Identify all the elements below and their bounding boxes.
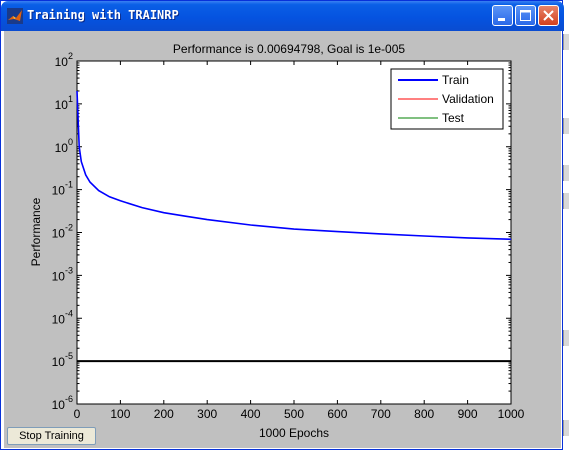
y-tick-exponent: 0 xyxy=(68,137,73,147)
y-tick-base: 10 xyxy=(55,141,69,155)
x-tick-label: 300 xyxy=(197,407,217,421)
x-tick-label: 700 xyxy=(371,407,391,421)
title-bar[interactable]: Training with TRAINRP xyxy=(1,1,564,31)
x-tick-label: 400 xyxy=(241,407,261,421)
y-tick-exponent: 1 xyxy=(68,94,73,104)
minimize-icon xyxy=(498,18,505,21)
window-edge xyxy=(563,0,569,450)
y-tick-base: 10 xyxy=(52,227,66,241)
series-layer xyxy=(76,90,512,363)
x-tick-label: 1000 xyxy=(498,407,525,421)
y-tick-label: 100 xyxy=(55,137,73,155)
x-tick-label: 800 xyxy=(414,407,434,421)
legend[interactable]: Train Validation Test xyxy=(390,68,504,130)
y-tick-label: 102 xyxy=(55,51,73,69)
y-tick-label: 10-2 xyxy=(52,223,73,241)
x-tick-label: 900 xyxy=(458,407,478,421)
x-tick-label: 200 xyxy=(154,407,174,421)
y-tick-base: 10 xyxy=(52,355,66,369)
x-tick-label: 600 xyxy=(327,407,347,421)
x-axis: 0 100 200 300 400 500 600 700 800 900 1000 xyxy=(74,61,525,421)
y-tick-exponent: 2 xyxy=(68,51,73,61)
y-tick-base: 10 xyxy=(55,98,69,112)
scroll-marker xyxy=(563,193,569,209)
y-tick-base: 10 xyxy=(55,55,69,69)
y-axis-label: Performance xyxy=(29,197,43,266)
y-tick-label: 10-3 xyxy=(52,265,73,283)
legend-label-validation: Validation xyxy=(442,92,494,106)
window-title: Training with TRAINRP xyxy=(27,8,179,22)
y-tick-exponent: -2 xyxy=(65,223,73,233)
y-tick-base: 10 xyxy=(52,184,66,198)
y-tick-label: 101 xyxy=(55,94,73,112)
scroll-marker xyxy=(563,118,569,134)
y-tick-base: 10 xyxy=(52,398,66,412)
close-icon xyxy=(543,10,554,21)
legend-label-train: Train xyxy=(442,73,469,87)
maximize-button[interactable] xyxy=(515,5,536,26)
y-tick-exponent: -5 xyxy=(65,351,73,361)
maximize-icon xyxy=(520,10,531,21)
y-tick-exponent: -4 xyxy=(65,308,73,318)
scroll-marker xyxy=(563,34,569,50)
scroll-marker xyxy=(563,330,569,346)
y-tick-base: 10 xyxy=(52,312,66,326)
y-tick-label: 10-1 xyxy=(52,180,73,198)
stop-training-button[interactable]: Stop Training xyxy=(7,427,96,445)
x-tick-label: 100 xyxy=(110,407,130,421)
y-tick-exponent: -1 xyxy=(65,180,73,190)
x-axis-label: 1000 Epochs xyxy=(259,426,329,440)
y-tick-label: 10-6 xyxy=(52,394,73,412)
x-tick-label: 0 xyxy=(74,407,81,421)
minimize-button[interactable] xyxy=(492,5,513,26)
y-tick-exponent: -3 xyxy=(65,265,73,275)
close-button[interactable] xyxy=(538,5,559,26)
legend-label-test: Test xyxy=(442,111,465,125)
scroll-marker xyxy=(563,165,569,181)
series-train-line xyxy=(76,90,512,241)
y-tick-base: 10 xyxy=(52,269,66,283)
matlab-logo-icon[interactable] xyxy=(7,8,23,24)
y-tick-label: 10-4 xyxy=(52,308,73,326)
x-tick-label: 500 xyxy=(284,407,304,421)
y-tick-exponent: -6 xyxy=(65,394,73,404)
scroll-marker xyxy=(563,420,569,436)
chart-title: Performance is 0.00694798, Goal is 1e-00… xyxy=(173,42,405,56)
y-tick-label: 10-5 xyxy=(52,351,73,369)
